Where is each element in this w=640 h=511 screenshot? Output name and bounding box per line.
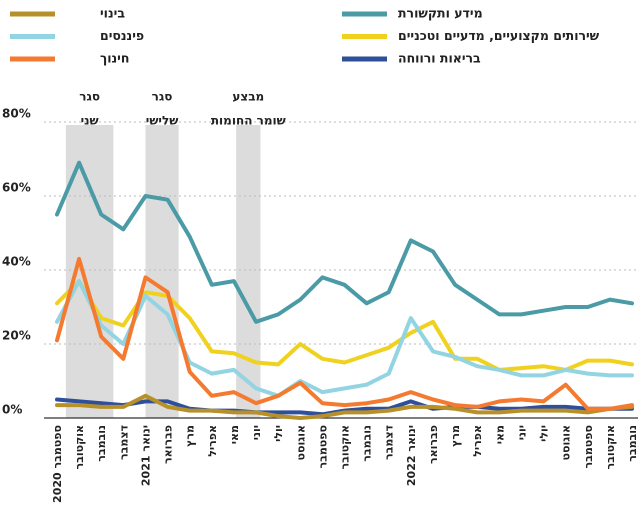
x-tick-label: יוני — [515, 425, 528, 440]
x-tick-label: מאי — [228, 425, 241, 444]
annotation: סגר — [152, 90, 173, 104]
legend-label: שירותים מקצועיים, מדעיים וטכניים — [398, 28, 600, 43]
x-tick-label: ספטמבר — [582, 425, 595, 468]
x-tick-label: אוקטובר — [73, 425, 86, 469]
y-tick-label: 80% — [2, 107, 31, 121]
x-tick-label: ספטמבר — [316, 425, 329, 468]
x-tick-label: דצמבר — [383, 425, 396, 460]
x-tick-label: דצמבר — [117, 425, 130, 460]
x-tick-label: יולי — [272, 425, 285, 442]
x-tick-label: אפריל — [471, 425, 484, 457]
x-tick-label: אוגוסט — [294, 425, 307, 460]
x-tick-label: יוני — [250, 425, 263, 440]
x-tick-label: אפריל — [206, 425, 219, 457]
series-line — [55, 393, 634, 420]
x-tick-label: ינואר 2021 — [139, 425, 152, 486]
y-tick-label: 0% — [2, 403, 22, 417]
x-tick-label: אוגוסט — [560, 425, 573, 460]
period-band — [65, 125, 114, 418]
legend-label: בינוי — [100, 6, 125, 21]
annotation: מבצע — [232, 90, 264, 104]
annotation: שלישי — [146, 114, 179, 128]
annotation: סגר — [79, 90, 100, 104]
x-tick-label: מרץ — [449, 425, 462, 447]
x-tick-label: נובמבר — [95, 425, 108, 462]
series-line — [55, 279, 634, 372]
x-tick-label: ינואר 2022 — [405, 425, 418, 486]
x-tick-label: אוקטובר — [604, 425, 617, 469]
annotation: שומר החומות — [211, 114, 286, 128]
legend-label: בריאות ורווחה — [398, 51, 481, 66]
series-line — [55, 160, 634, 324]
x-tick-label: פברואר — [162, 425, 175, 464]
annotation: שני — [81, 114, 99, 128]
y-tick-label: 40% — [2, 255, 31, 269]
x-tick-label: יולי — [538, 425, 551, 442]
legend-label: חינוך — [100, 51, 129, 66]
series-line — [55, 279, 634, 398]
x-tick-label: נובמבר — [361, 425, 374, 462]
legend-label: מידע ותקשורת — [398, 6, 483, 21]
y-tick-label: 60% — [2, 181, 31, 195]
period-band — [145, 125, 179, 418]
x-tick-label: מרץ — [184, 425, 197, 447]
x-tick-label: נובמבר — [626, 425, 639, 462]
x-tick-label: ספטמבר 2020 — [51, 425, 64, 503]
period-band — [236, 125, 261, 418]
x-tick-label: אוקטובר — [339, 425, 352, 469]
series-line — [55, 256, 634, 411]
y-tick-label: 20% — [2, 329, 31, 343]
x-tick-label: פברואר — [427, 425, 440, 464]
x-tick-label: מאי — [493, 425, 506, 444]
legend-label: פיננסים — [100, 28, 144, 43]
